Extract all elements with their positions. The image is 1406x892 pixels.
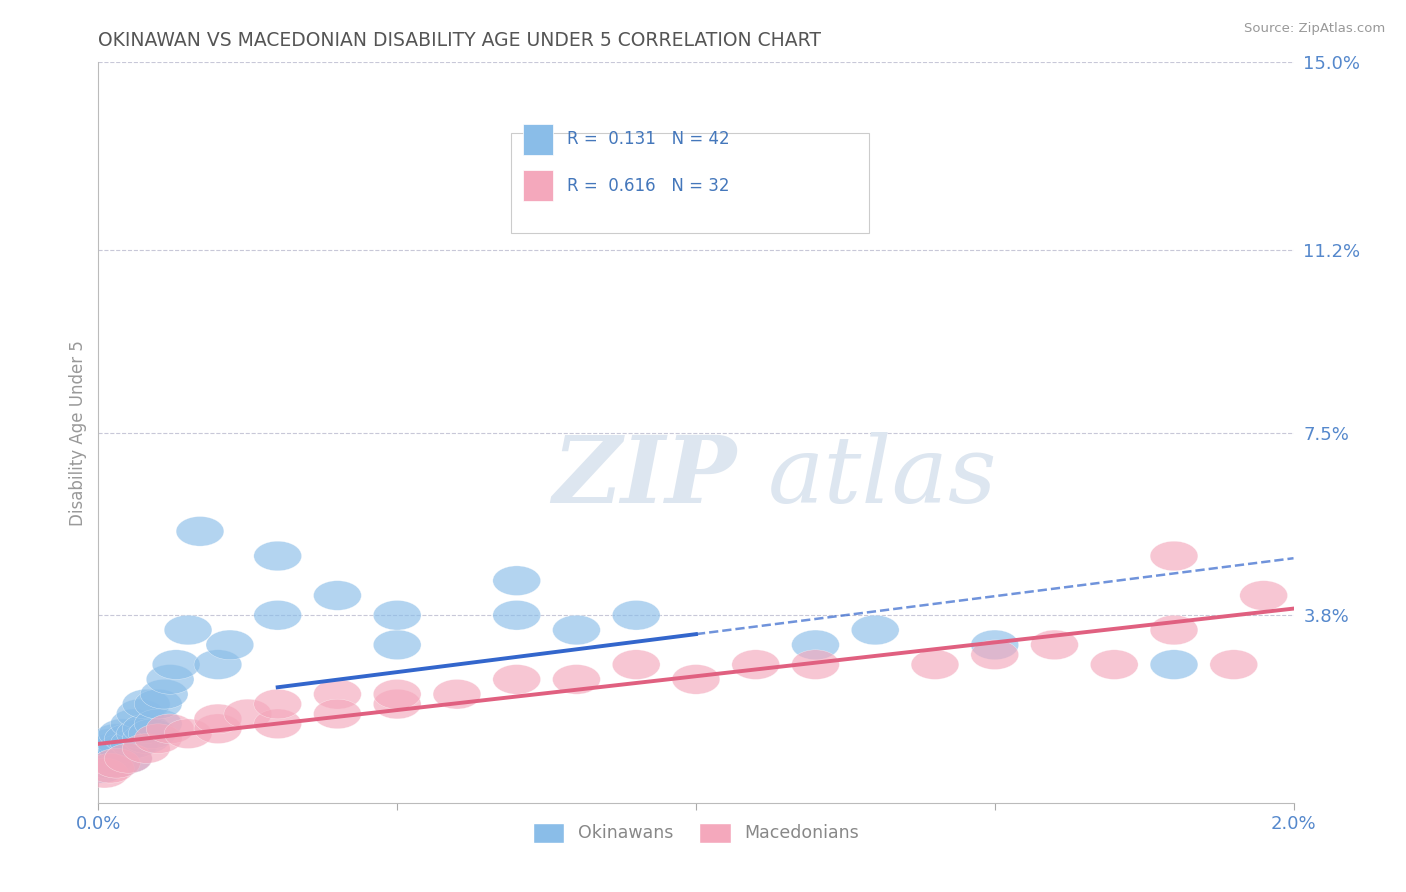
Ellipse shape bbox=[87, 754, 135, 783]
Ellipse shape bbox=[374, 690, 422, 719]
Ellipse shape bbox=[194, 704, 242, 734]
Ellipse shape bbox=[613, 649, 661, 680]
Ellipse shape bbox=[254, 541, 302, 571]
Ellipse shape bbox=[194, 649, 242, 680]
Ellipse shape bbox=[207, 630, 254, 660]
Text: R =  0.131   N = 42: R = 0.131 N = 42 bbox=[567, 129, 730, 148]
Ellipse shape bbox=[152, 649, 200, 680]
Ellipse shape bbox=[911, 649, 959, 680]
Ellipse shape bbox=[1091, 649, 1139, 680]
Ellipse shape bbox=[146, 665, 194, 694]
Y-axis label: Disability Age Under 5: Disability Age Under 5 bbox=[69, 340, 87, 525]
Ellipse shape bbox=[93, 748, 141, 778]
Ellipse shape bbox=[1209, 649, 1258, 680]
Ellipse shape bbox=[93, 723, 141, 754]
FancyBboxPatch shape bbox=[510, 133, 869, 233]
Ellipse shape bbox=[224, 699, 271, 729]
Ellipse shape bbox=[117, 719, 165, 748]
Ellipse shape bbox=[254, 709, 302, 739]
Ellipse shape bbox=[1150, 649, 1198, 680]
Ellipse shape bbox=[314, 699, 361, 729]
Ellipse shape bbox=[104, 744, 152, 773]
Ellipse shape bbox=[494, 600, 541, 630]
Ellipse shape bbox=[1150, 541, 1198, 571]
Ellipse shape bbox=[494, 665, 541, 694]
Ellipse shape bbox=[254, 690, 302, 719]
Ellipse shape bbox=[176, 516, 224, 546]
Ellipse shape bbox=[165, 615, 212, 645]
Ellipse shape bbox=[672, 665, 720, 694]
Ellipse shape bbox=[111, 729, 159, 758]
Ellipse shape bbox=[374, 680, 422, 709]
Legend: Okinawans, Macedonians: Okinawans, Macedonians bbox=[526, 815, 866, 850]
Ellipse shape bbox=[98, 734, 146, 764]
Bar bbox=[523, 169, 553, 201]
Text: atlas: atlas bbox=[768, 432, 997, 522]
Ellipse shape bbox=[433, 680, 481, 709]
Ellipse shape bbox=[122, 690, 170, 719]
Text: ZIP: ZIP bbox=[553, 432, 737, 522]
Ellipse shape bbox=[494, 566, 541, 596]
Ellipse shape bbox=[122, 734, 170, 764]
Ellipse shape bbox=[93, 748, 141, 778]
Ellipse shape bbox=[613, 600, 661, 630]
Ellipse shape bbox=[87, 744, 135, 773]
Ellipse shape bbox=[165, 719, 212, 748]
Ellipse shape bbox=[104, 744, 152, 773]
Ellipse shape bbox=[970, 640, 1019, 670]
Ellipse shape bbox=[111, 709, 159, 739]
Ellipse shape bbox=[87, 729, 135, 758]
Ellipse shape bbox=[80, 748, 128, 778]
Ellipse shape bbox=[374, 600, 422, 630]
Ellipse shape bbox=[970, 630, 1019, 660]
Ellipse shape bbox=[314, 581, 361, 610]
Ellipse shape bbox=[135, 723, 183, 754]
Ellipse shape bbox=[104, 723, 152, 754]
Ellipse shape bbox=[733, 649, 780, 680]
Ellipse shape bbox=[117, 699, 165, 729]
Ellipse shape bbox=[553, 615, 600, 645]
Ellipse shape bbox=[1240, 581, 1288, 610]
Ellipse shape bbox=[792, 630, 839, 660]
Ellipse shape bbox=[254, 600, 302, 630]
Ellipse shape bbox=[98, 719, 146, 748]
Ellipse shape bbox=[80, 758, 128, 788]
Text: OKINAWAN VS MACEDONIAN DISABILITY AGE UNDER 5 CORRELATION CHART: OKINAWAN VS MACEDONIAN DISABILITY AGE UN… bbox=[98, 30, 821, 50]
Ellipse shape bbox=[553, 665, 600, 694]
Ellipse shape bbox=[122, 723, 170, 754]
Ellipse shape bbox=[314, 680, 361, 709]
Ellipse shape bbox=[77, 754, 125, 783]
Ellipse shape bbox=[80, 739, 128, 768]
Text: R =  0.616   N = 32: R = 0.616 N = 32 bbox=[567, 178, 730, 195]
Ellipse shape bbox=[135, 690, 183, 719]
Ellipse shape bbox=[122, 714, 170, 744]
Ellipse shape bbox=[852, 615, 900, 645]
Text: Source: ZipAtlas.com: Source: ZipAtlas.com bbox=[1244, 22, 1385, 36]
Ellipse shape bbox=[141, 680, 188, 709]
Ellipse shape bbox=[135, 709, 183, 739]
Ellipse shape bbox=[374, 630, 422, 660]
Ellipse shape bbox=[1031, 630, 1078, 660]
Ellipse shape bbox=[194, 714, 242, 744]
Ellipse shape bbox=[1150, 615, 1198, 645]
Ellipse shape bbox=[792, 649, 839, 680]
Ellipse shape bbox=[128, 719, 176, 748]
Bar bbox=[523, 124, 553, 155]
Ellipse shape bbox=[87, 734, 135, 764]
Ellipse shape bbox=[146, 714, 194, 744]
